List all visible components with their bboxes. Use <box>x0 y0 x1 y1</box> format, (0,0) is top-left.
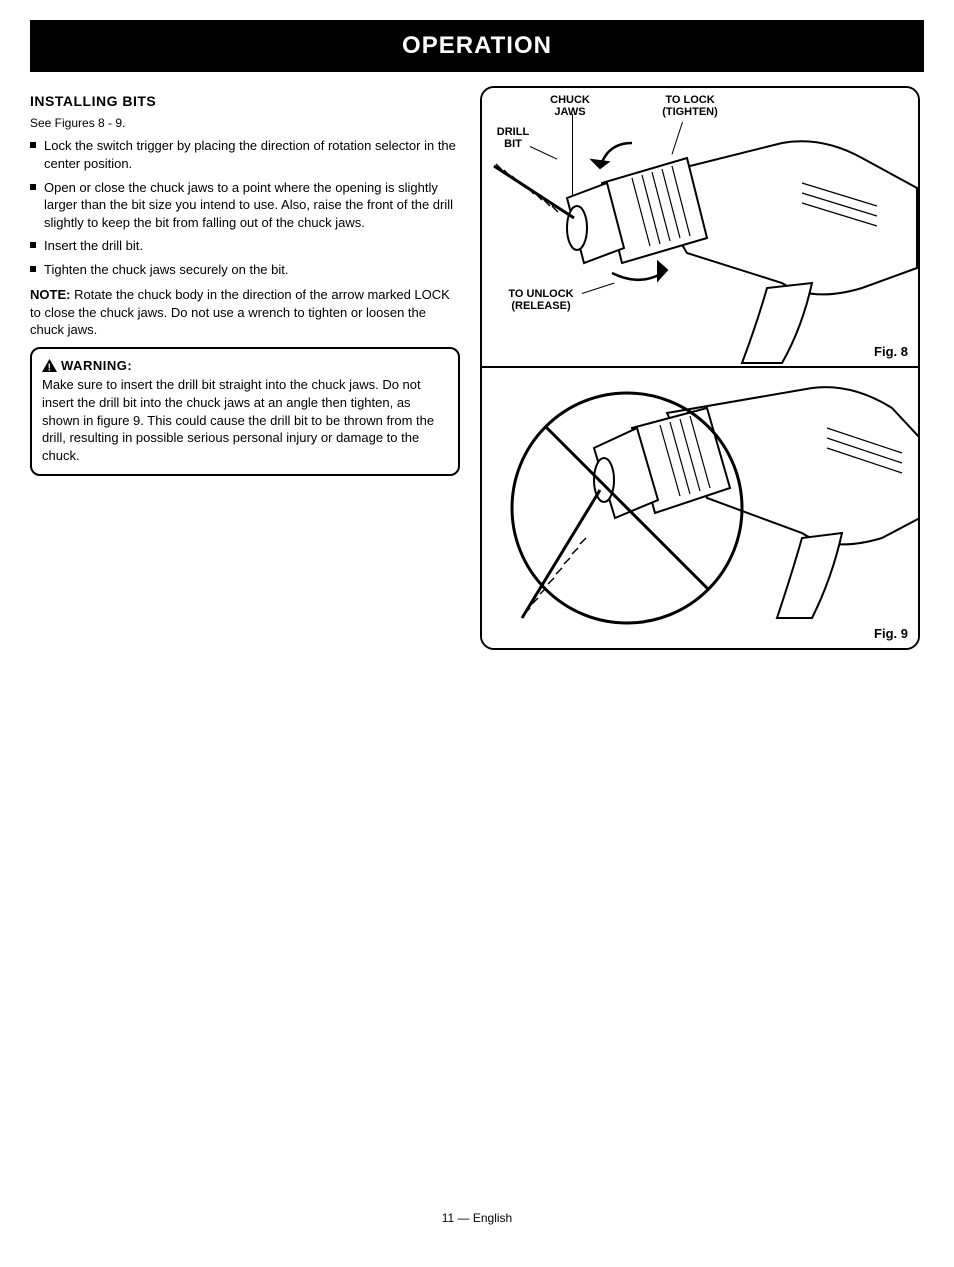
figure-9: Fig. 9 <box>482 368 918 648</box>
warning-box: ! WARNING: Make sure to insert the drill… <box>30 347 460 476</box>
left-column: INSTALLING BITS See Figures 8 - 9. Lock … <box>30 86 460 650</box>
note-body: Rotate the chuck body in the direction o… <box>30 287 450 337</box>
section-banner: OPERATION <box>30 20 924 72</box>
warning-body: Make sure to insert the drill bit straig… <box>42 376 448 464</box>
callout-unlock: TO UNLOCK (RELEASE) <box>496 288 586 312</box>
warning-heading: ! WARNING: <box>42 357 448 377</box>
figure-frame: Fig. 8 <box>480 86 920 650</box>
figure-8: Fig. 8 <box>482 88 918 368</box>
warning-triangle-icon: ! <box>42 359 57 377</box>
callout-lock: TO LOCK (TIGHTEN) <box>650 94 730 118</box>
figure-reference: See Figures 8 - 9. <box>30 115 460 131</box>
warning-label: WARNING: <box>61 358 132 373</box>
note-paragraph: NOTE: Rotate the chuck body in the direc… <box>30 286 460 339</box>
drill-illustration-icon <box>482 88 920 368</box>
drill-wrong-illustration-icon <box>482 368 920 648</box>
page-footer: 11 — English <box>30 1210 924 1226</box>
subsection-heading: INSTALLING BITS <box>30 92 460 111</box>
instruction-step: Insert the drill bit. <box>30 237 460 255</box>
right-column: Fig. 8 <box>480 86 924 650</box>
note-label: NOTE: <box>30 287 70 302</box>
callout-chuck-jaws: CHUCK JAWS <box>540 94 600 118</box>
instruction-step: Lock the switch trigger by placing the d… <box>30 137 460 172</box>
instruction-list: Lock the switch trigger by placing the d… <box>30 137 460 278</box>
svg-text:!: ! <box>48 362 52 372</box>
instruction-step: Open or close the chuck jaws to a point … <box>30 179 460 232</box>
instruction-step: Tighten the chuck jaws securely on the b… <box>30 261 460 279</box>
